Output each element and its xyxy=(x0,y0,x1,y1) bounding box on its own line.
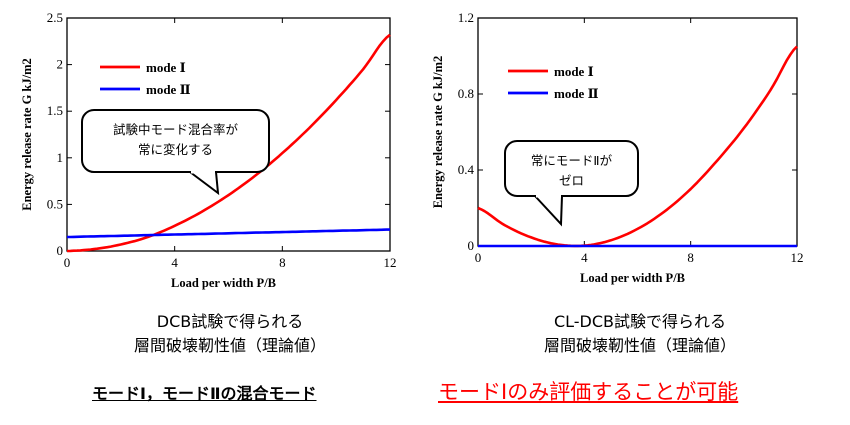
y-tick-label: 0.8 xyxy=(458,86,474,101)
x-tick-label: 8 xyxy=(279,255,286,270)
callout-bubble xyxy=(81,109,270,173)
callout-bubble xyxy=(504,140,639,197)
callout-text-line-1: 試験中モード混合率が xyxy=(113,122,239,137)
plot-frame-1 xyxy=(66,17,391,252)
plot-frame-2 xyxy=(477,17,798,247)
y-tick-label: 0 xyxy=(57,243,64,258)
y-tick-label: 0.5 xyxy=(47,196,63,211)
series-line-mode-1 xyxy=(477,45,798,248)
legend-label-mode-1: mode Ⅰ xyxy=(554,64,594,79)
series-line-mode-2 xyxy=(67,228,390,239)
callout-text-line-2: ゼロ xyxy=(559,173,584,188)
x-tick-label: 12 xyxy=(384,255,397,270)
y-tick-label: 2.5 xyxy=(47,10,63,25)
right-caption-line-2: 層間破壊靭性値（理論値） xyxy=(543,336,736,355)
x-tick-label: 4 xyxy=(171,255,178,270)
left-caption: DCB試験で得られる 層間破壊靭性値（理論値） xyxy=(70,310,390,358)
left-caption-line-1: DCB試験で得られる xyxy=(156,312,304,331)
x-axis-label: Load per width P/B xyxy=(171,276,276,290)
y-axis-label: Energy release rate G kJ/m2 xyxy=(431,56,445,209)
y-tick-label: 1.5 xyxy=(47,103,63,118)
legend-label-mode-2: mode Ⅱ xyxy=(146,82,191,97)
bottom-right-note: モードⅠのみ評価することが可能 xyxy=(438,380,739,404)
y-tick-label: 1.2 xyxy=(458,10,474,25)
right-caption: CL-DCB試験で得られる 層間破壊靭性値（理論値） xyxy=(475,310,805,358)
y-tick-label: 0 xyxy=(468,238,475,253)
x-tick-label: 0 xyxy=(475,250,482,265)
x-tick-label: 0 xyxy=(64,255,71,270)
x-axis-label: Load per width P/B xyxy=(580,271,685,285)
callout-text-line-2: 常に変化する xyxy=(138,142,213,157)
legend-label-mode-1: mode Ⅰ xyxy=(146,60,186,75)
callout-text-line-1: 常にモードⅡが xyxy=(531,153,613,168)
legend-label-mode-2: mode Ⅱ xyxy=(554,86,599,101)
series-line-mode-1 xyxy=(66,33,391,253)
y-tick-label: 2 xyxy=(57,57,64,72)
left-caption-line-2: 層間破壊靭性値（理論値） xyxy=(133,336,326,355)
x-tick-label: 8 xyxy=(687,250,694,265)
y-axis-label: Energy release rate G kJ/m2 xyxy=(20,58,34,211)
bottom-left-note: モードⅠ，モードⅡの混合モード xyxy=(92,384,317,403)
x-tick-label: 12 xyxy=(791,250,804,265)
y-tick-label: 0.4 xyxy=(458,162,475,177)
x-tick-label: 4 xyxy=(581,250,588,265)
right-caption-line-1: CL-DCB試験で得られる xyxy=(553,312,727,331)
callout-tail xyxy=(532,195,564,227)
y-tick-label: 1 xyxy=(57,150,64,165)
callout-tail xyxy=(187,171,220,196)
